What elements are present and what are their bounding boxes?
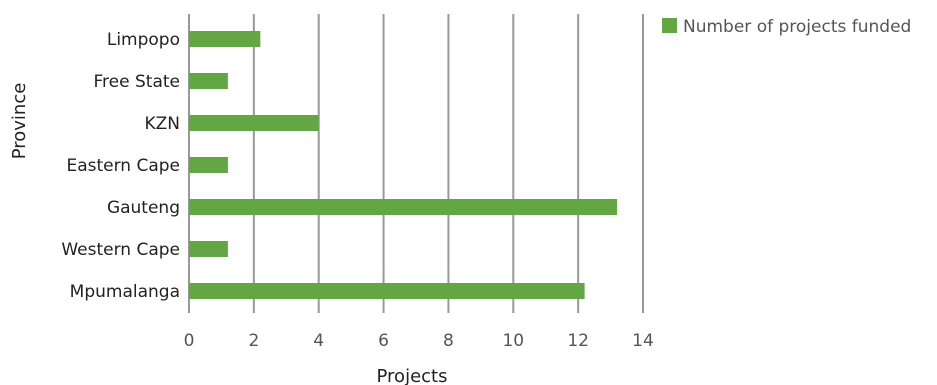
legend: Number of projects funded xyxy=(662,17,911,37)
x-tick-label: 12 xyxy=(567,331,589,351)
x-tick-label: 4 xyxy=(313,331,324,351)
legend-label: Number of projects funded xyxy=(683,17,911,37)
bar xyxy=(189,157,228,173)
x-tick-label: 0 xyxy=(184,331,195,351)
x-tick-label: 14 xyxy=(632,331,654,351)
category-label: Eastern Cape xyxy=(66,156,180,176)
bar xyxy=(189,241,228,257)
bar xyxy=(189,115,319,131)
x-tick-labels: 0 2 4 6 8 10 12 14 xyxy=(184,331,654,351)
x-tick-label: 6 xyxy=(378,331,389,351)
legend-swatch xyxy=(662,18,677,33)
bar xyxy=(189,283,585,299)
category-label: Limpopo xyxy=(107,30,180,50)
x-axis-title: Projects xyxy=(377,366,448,385)
grid-lines xyxy=(189,14,643,313)
x-tick-label: 2 xyxy=(248,331,259,351)
category-label: Mpumalanga xyxy=(70,282,180,302)
bar xyxy=(189,73,228,89)
y-axis-title: Province xyxy=(9,83,30,160)
bar xyxy=(189,31,260,47)
category-labels: Limpopo Free State KZN Eastern Cape Gauteng W… xyxy=(61,30,180,302)
x-tick-label: 8 xyxy=(443,331,454,351)
x-tick-label: 10 xyxy=(502,331,524,351)
category-label: KZN xyxy=(144,114,180,134)
category-label: Gauteng xyxy=(107,198,180,218)
category-label: Free State xyxy=(94,72,180,92)
bar xyxy=(189,199,617,215)
category-label: Western Cape xyxy=(61,240,180,260)
